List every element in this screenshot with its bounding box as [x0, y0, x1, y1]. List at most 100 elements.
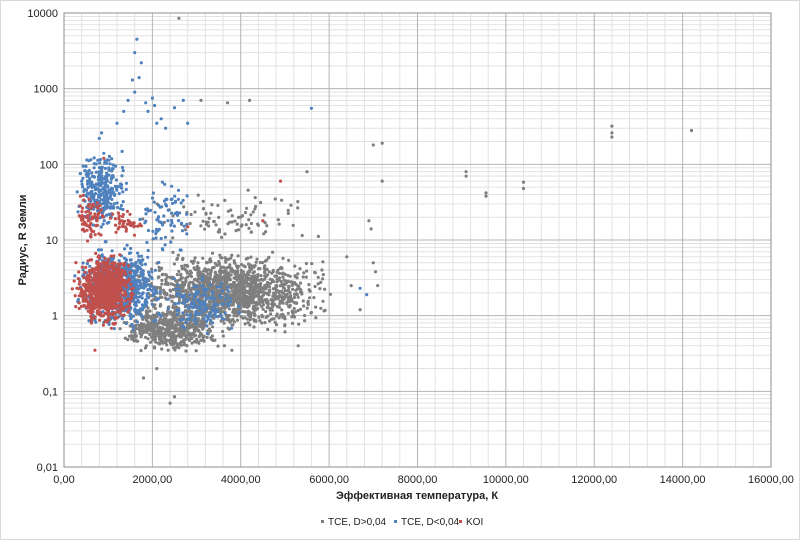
data-point [83, 282, 87, 286]
data-point [281, 284, 285, 288]
data-point [207, 291, 211, 295]
data-point [125, 243, 129, 247]
data-point [120, 174, 124, 178]
data-point [263, 259, 267, 263]
data-point [157, 203, 161, 207]
data-point [307, 288, 311, 292]
data-point [371, 261, 375, 265]
data-point [215, 285, 220, 289]
data-point [248, 314, 252, 318]
data-point [174, 305, 178, 309]
data-point [196, 193, 200, 197]
data-point [110, 289, 114, 293]
data-point [161, 332, 165, 336]
data-point [112, 263, 116, 267]
data-point [269, 307, 273, 311]
data-point [89, 206, 93, 210]
data-point [160, 247, 164, 251]
data-point [199, 338, 203, 342]
data-point [102, 151, 106, 155]
data-point [198, 300, 202, 304]
data-point [286, 273, 290, 277]
data-point [99, 225, 103, 229]
data-point [89, 158, 93, 162]
data-point [75, 190, 79, 194]
data-point [146, 109, 150, 113]
data-point [321, 299, 325, 303]
data-point [172, 106, 177, 110]
data-point [177, 329, 181, 333]
data-point [219, 281, 223, 285]
data-point [205, 331, 210, 336]
data-point [177, 346, 181, 350]
data-point [186, 290, 190, 294]
data-point [274, 289, 278, 293]
data-point [120, 149, 124, 153]
data-point [263, 271, 267, 275]
data-point [209, 211, 213, 215]
data-point [126, 98, 130, 102]
data-point [92, 229, 96, 234]
data-point [132, 339, 136, 343]
data-point [358, 286, 362, 290]
data-point [184, 310, 188, 314]
data-point [186, 225, 190, 229]
data-point [101, 274, 105, 278]
data-point [155, 315, 159, 319]
data-point [286, 279, 290, 283]
data-point [87, 269, 91, 274]
data-point [81, 185, 85, 189]
data-point [484, 191, 488, 195]
data-point [184, 328, 188, 332]
data-point [212, 301, 216, 305]
data-point [290, 299, 294, 303]
data-point [177, 211, 182, 215]
data-point [260, 321, 264, 325]
data-point [292, 281, 297, 285]
data-point [265, 267, 269, 271]
data-point [196, 340, 200, 344]
data-point [154, 334, 158, 338]
data-point [80, 206, 85, 210]
data-point [217, 228, 222, 232]
data-point [151, 325, 155, 329]
legend-marker [394, 520, 397, 523]
data-point [205, 287, 209, 291]
data-point [121, 200, 125, 204]
data-point [87, 168, 91, 173]
data-point [304, 275, 308, 279]
data-point [106, 299, 110, 303]
data-point [289, 280, 293, 284]
data-point [230, 326, 234, 330]
data-point [244, 277, 248, 281]
data-point [73, 274, 77, 278]
data-point [129, 246, 133, 251]
data-point [205, 335, 209, 339]
data-point [218, 277, 222, 281]
data-point [93, 233, 97, 237]
data-point [263, 264, 267, 268]
data-point [272, 280, 276, 284]
data-point [261, 261, 265, 265]
data-point [233, 219, 237, 223]
data-point [163, 337, 167, 341]
data-point [176, 253, 180, 257]
data-point [199, 224, 203, 228]
data-point [180, 267, 184, 271]
data-point [117, 259, 121, 263]
data-point [201, 275, 205, 279]
data-point [172, 342, 176, 346]
data-point [273, 329, 277, 333]
data-point [183, 300, 187, 304]
data-point [300, 292, 304, 296]
data-point [151, 237, 155, 241]
data-point [243, 280, 247, 284]
data-point [99, 267, 103, 271]
data-point [176, 197, 180, 201]
data-point [220, 316, 224, 320]
data-point [178, 273, 183, 277]
data-point [302, 271, 306, 275]
data-point [114, 287, 118, 291]
data-point [226, 301, 230, 305]
data-point [161, 223, 165, 227]
